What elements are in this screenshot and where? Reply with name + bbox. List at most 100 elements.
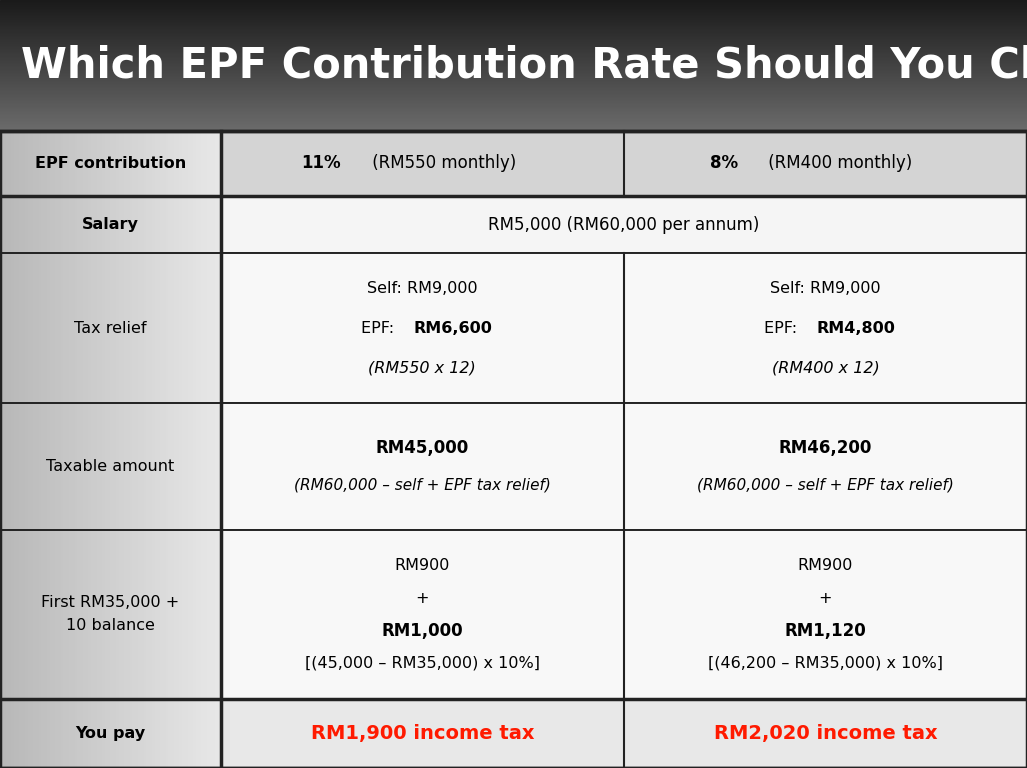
Bar <box>119 196 121 253</box>
Bar <box>182 131 185 196</box>
Text: RM45,000: RM45,000 <box>376 439 469 458</box>
Bar <box>180 699 182 768</box>
Bar <box>47 530 49 699</box>
Bar <box>182 253 185 403</box>
Text: (RM60,000 – self + EPF tax relief): (RM60,000 – self + EPF tax relief) <box>697 477 954 492</box>
Bar <box>116 699 119 768</box>
Bar <box>85 530 88 699</box>
Bar <box>75 253 77 403</box>
Bar <box>36 196 39 253</box>
Bar <box>102 530 105 699</box>
Bar <box>124 403 127 530</box>
Bar <box>144 131 146 196</box>
Bar <box>41 403 44 530</box>
Bar <box>193 196 196 253</box>
Bar <box>177 530 180 699</box>
Bar <box>132 253 136 403</box>
Bar <box>47 403 49 530</box>
Bar <box>127 253 129 403</box>
Bar <box>80 253 83 403</box>
Bar <box>0 53 1027 55</box>
Bar <box>174 253 177 403</box>
Bar <box>180 530 182 699</box>
Bar <box>39 699 41 768</box>
Bar <box>102 253 105 403</box>
Bar <box>216 699 218 768</box>
Bar <box>144 196 146 253</box>
Bar <box>163 530 165 699</box>
Bar <box>144 699 146 768</box>
Text: RM1,900 income tax: RM1,900 income tax <box>310 724 534 743</box>
Bar <box>201 196 204 253</box>
Bar <box>129 403 132 530</box>
Bar <box>141 403 144 530</box>
Bar <box>127 403 129 530</box>
Bar <box>20 530 23 699</box>
Bar <box>44 699 47 768</box>
Bar <box>11 131 13 196</box>
Bar <box>160 530 163 699</box>
Bar <box>174 403 177 530</box>
Bar <box>36 699 39 768</box>
Bar <box>111 131 113 196</box>
Bar <box>20 699 23 768</box>
Bar <box>111 196 113 253</box>
Bar <box>182 530 185 699</box>
Bar <box>144 403 146 530</box>
Bar <box>3 530 5 699</box>
Bar <box>193 131 196 196</box>
Bar <box>3 403 5 530</box>
Bar <box>25 403 28 530</box>
Bar <box>132 131 136 196</box>
Bar <box>193 530 196 699</box>
Text: +: + <box>819 591 832 606</box>
Bar <box>129 253 132 403</box>
Bar <box>23 699 25 768</box>
Bar <box>0 102 1027 104</box>
Bar <box>85 253 88 403</box>
Text: RM6,600: RM6,600 <box>413 321 492 336</box>
Bar <box>188 196 190 253</box>
Bar <box>0 114 1027 115</box>
Bar <box>83 253 85 403</box>
Bar <box>152 131 154 196</box>
Bar <box>16 196 20 253</box>
Bar <box>88 253 91 403</box>
Bar <box>0 10 1027 11</box>
Bar <box>5 530 8 699</box>
Text: RM5,000 (RM60,000 per annum): RM5,000 (RM60,000 per annum) <box>488 216 760 233</box>
Bar <box>39 403 41 530</box>
Bar <box>0 530 221 699</box>
Text: Taxable amount: Taxable amount <box>46 459 175 474</box>
Bar <box>182 196 185 253</box>
Bar <box>0 71 1027 72</box>
Bar <box>141 253 144 403</box>
Bar <box>0 25 1027 26</box>
Text: Self: RM9,000: Self: RM9,000 <box>367 281 478 296</box>
Bar <box>0 38 1027 39</box>
Bar <box>0 50 1027 51</box>
Bar <box>624 530 1027 699</box>
Bar <box>61 131 64 196</box>
Bar <box>55 196 58 253</box>
Bar <box>83 530 85 699</box>
Bar <box>116 253 119 403</box>
Bar <box>58 403 61 530</box>
Bar <box>77 253 80 403</box>
Bar <box>36 253 39 403</box>
Bar <box>0 0 1027 1</box>
Bar <box>111 253 113 403</box>
Bar <box>0 68 1027 70</box>
Bar <box>155 530 157 699</box>
Bar <box>0 13 1027 14</box>
Bar <box>16 403 20 530</box>
Bar <box>201 530 204 699</box>
Bar <box>75 530 77 699</box>
Bar <box>72 196 75 253</box>
Bar <box>47 131 49 196</box>
Bar <box>77 530 80 699</box>
Bar <box>0 19 1027 21</box>
Bar <box>201 253 204 403</box>
Bar <box>146 530 149 699</box>
Bar <box>124 196 127 253</box>
